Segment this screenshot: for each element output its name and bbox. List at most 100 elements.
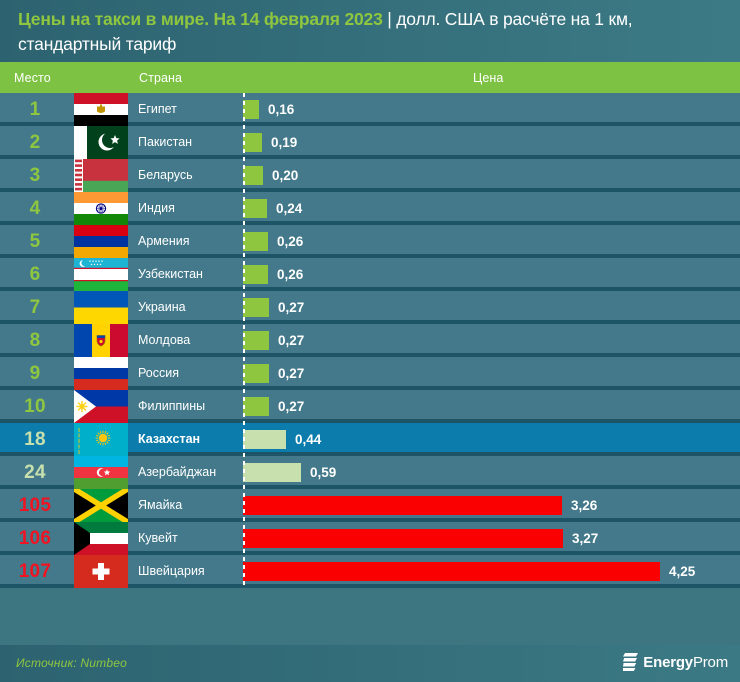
bar-zone: 0,59 [243, 456, 740, 489]
country-name: Россия [138, 366, 179, 380]
value-label: 0,24 [276, 201, 303, 216]
table-row: 7 Украина 0,27 [0, 291, 740, 324]
country-name: Украина [138, 300, 186, 314]
value-bar [243, 100, 259, 119]
country-name: Египет [138, 102, 177, 116]
logo-word-prom: Prom [692, 653, 728, 671]
bar-zone: 0,27 [243, 324, 740, 357]
flag-icon-in [74, 192, 128, 225]
country-name: Армения [138, 234, 190, 248]
country-name: Молдова [138, 333, 191, 347]
flag-icon-ph [74, 390, 128, 423]
country-name: Ямайка [138, 498, 183, 512]
flag-icon-am [74, 225, 128, 258]
flag-icon-uz [74, 258, 128, 291]
flag-icon-kz [74, 423, 128, 456]
value-bar [243, 265, 268, 284]
table-row: 2 Пакистан 0,19 [0, 126, 740, 159]
rank-number: 18 [24, 429, 46, 450]
rank-number: 7 [29, 297, 41, 318]
rank-number: 8 [29, 330, 41, 351]
bar-zone: 0,20 [243, 159, 740, 192]
energyprom-logo-icon [623, 653, 639, 671]
table-row: 105 Ямайка 3,26 [0, 489, 740, 522]
table-row: 8 Молдова 0,27 [0, 324, 740, 357]
country-name: Индия [138, 201, 175, 215]
value-label: 0,26 [277, 234, 304, 249]
rank-number: 4 [29, 198, 41, 219]
value-label: 0,26 [277, 267, 304, 282]
table-row: 107 Швейцария 4,25 [0, 555, 740, 588]
flag-icon-kw [74, 522, 128, 555]
country-name: Пакистан [138, 135, 193, 149]
ranking-table: 1 Египет 0,16 2 Пакистан 0,19 3 Беларусь 0,20 4… [0, 93, 740, 588]
value-label: 4,25 [669, 564, 696, 579]
flag-icon-pk [74, 126, 128, 159]
page-title-subtitle: долл. США в расчёте на 1 км, стандартный… [18, 9, 633, 54]
value-bar [243, 298, 269, 317]
rank-number: 3 [29, 165, 41, 186]
value-label: 0,59 [310, 465, 337, 480]
value-label: 3,26 [571, 498, 598, 513]
page-title-highlight: Цены на такси в мире. На 14 февраля 2023 [18, 9, 383, 29]
bar-zone: 3,26 [243, 489, 740, 522]
value-label: 3,27 [572, 531, 599, 546]
table-row: 4 Индия 0,24 [0, 192, 740, 225]
bar-zone: 0,44 [243, 423, 740, 456]
bar-zone: 0,24 [243, 192, 740, 225]
value-bar [243, 166, 263, 185]
footer: Источник: Numbeo EnergyProm [0, 645, 740, 682]
rank-number: 10 [24, 396, 46, 417]
rank-number: 6 [29, 264, 41, 285]
rank-number: 24 [24, 462, 46, 483]
country-name: Швейцария [138, 564, 205, 578]
value-bar [243, 562, 660, 581]
flag-icon-md [74, 324, 128, 357]
bar-zone: 0,16 [243, 93, 740, 126]
table-row: 106 Кувейт 3,27 [0, 522, 740, 555]
value-bar [243, 199, 267, 218]
bar-zone: 0,27 [243, 390, 740, 423]
rank-number: 105 [18, 495, 52, 516]
flag-icon-az [74, 456, 128, 489]
value-bar [243, 430, 286, 449]
table-row: 1 Египет 0,16 [0, 93, 740, 126]
table-row: 24 Азербайджан 0,59 [0, 456, 740, 489]
value-bar [243, 331, 269, 350]
column-header-place: Место [14, 71, 51, 85]
bar-zone: 0,19 [243, 126, 740, 159]
energyprom-logo[interactable]: EnergyProm [623, 653, 728, 671]
table-row: 3 Беларусь 0,20 [0, 159, 740, 192]
source-label: Источник: Numbeo [16, 656, 127, 670]
title-bar: Цены на такси в мире. На 14 февраля 2023… [0, 0, 740, 62]
value-bar [243, 397, 269, 416]
value-bar [243, 529, 563, 548]
value-bar [243, 463, 301, 482]
value-bar [243, 496, 562, 515]
bar-zone: 0,26 [243, 258, 740, 291]
flag-icon-eg [74, 93, 128, 126]
bar-zone: 3,27 [243, 522, 740, 555]
column-header-price: Цена [473, 71, 504, 85]
table-row: 6 Узбекистан 0,26 [0, 258, 740, 291]
country-name: Азербайджан [138, 465, 217, 479]
country-name: Узбекистан [138, 267, 203, 281]
table-column-header: Место Страна Цена [0, 62, 740, 93]
rank-number: 107 [18, 561, 52, 582]
energyprom-logo-text: EnergyProm [643, 654, 728, 671]
country-name: Кувейт [138, 531, 178, 545]
country-name: Беларусь [138, 168, 193, 182]
flag-icon-ua [74, 291, 128, 324]
flag-icon-ru [74, 357, 128, 390]
country-name: Филиппины [138, 399, 206, 413]
bar-zone: 0,27 [243, 357, 740, 390]
page-title: Цены на такси в мире. На 14 февраля 2023… [18, 7, 726, 57]
flag-icon-by [74, 159, 128, 192]
bar-zone: 0,27 [243, 291, 740, 324]
bar-zone: 0,26 [243, 225, 740, 258]
rank-number: 9 [29, 363, 41, 384]
value-label: 0,27 [278, 399, 305, 414]
flag-icon-ch [74, 555, 128, 588]
table-row: 5 Армения 0,26 [0, 225, 740, 258]
